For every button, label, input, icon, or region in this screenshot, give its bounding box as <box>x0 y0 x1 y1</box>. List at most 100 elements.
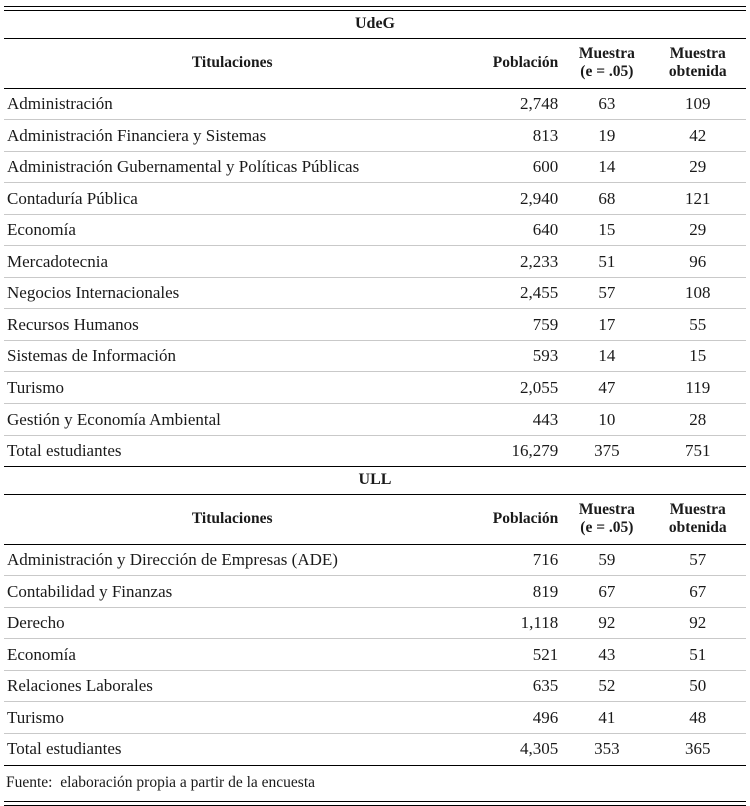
udeg-table-title: UdeG <box>4 11 746 39</box>
row-value: 593 <box>460 340 565 373</box>
row-value: 51 <box>564 245 650 278</box>
source-note: Fuente: elaboración propia a partir de l… <box>6 773 316 791</box>
row-label: Total estudiantes <box>4 733 461 766</box>
row-value: 96 <box>649 245 746 278</box>
row-value: 10 <box>564 403 650 436</box>
row-value: 63 <box>564 88 650 121</box>
row-value: 28 <box>649 403 746 436</box>
row-value: 42 <box>649 119 746 152</box>
row-label: Turismo <box>4 371 461 405</box>
column-header-muestra: Muestra (e = .05) <box>564 38 650 89</box>
row-value: 17 <box>564 308 650 341</box>
udeg-table-head: UdeG Titulaciones Población Muestra (e = … <box>4 11 746 89</box>
table-row: Contabilidad y Finanzas 819 67 67 <box>4 575 746 608</box>
row-value: 43 <box>564 638 650 671</box>
column-header-muestra: Muestra (e = .05) <box>564 494 650 545</box>
row-value: 365 <box>649 733 746 766</box>
row-value: 353 <box>564 733 650 766</box>
row-label: Economía <box>4 638 461 671</box>
udeg-table: UdeG Titulaciones Población Muestra (e = … <box>4 11 746 468</box>
row-value: 119 <box>649 371 746 405</box>
row-value: 16,279 <box>460 435 565 468</box>
row-value: 68 <box>564 182 650 215</box>
table-row: Administración Financiera y Sistemas 813 1… <box>4 119 746 152</box>
row-value: 496 <box>460 701 565 734</box>
table-row: Relaciones Laborales 635 52 50 <box>4 670 746 703</box>
row-label: Negocios Internacionales <box>4 277 461 310</box>
column-header-muestra-obtenida: Muestra obtenida <box>649 494 746 545</box>
header-line-1: Muestra <box>578 501 635 519</box>
row-value: 4,305 <box>460 733 565 766</box>
row-value: 52 <box>564 670 650 703</box>
column-header-poblacion: Población <box>460 38 565 89</box>
ull-title-row: ULL <box>4 467 746 496</box>
row-value: 600 <box>460 151 565 184</box>
row-value: 2,455 <box>460 277 565 310</box>
row-label: Administración Financiera y Sistemas <box>4 119 461 152</box>
bottom-double-rule <box>4 800 746 806</box>
column-header-poblacion: Población <box>460 494 565 545</box>
row-value: 640 <box>460 214 565 247</box>
ull-header-row: Titulaciones Población Muestra (e = .05) … <box>4 494 746 545</box>
table-row: Mercadotecnia 2,233 51 96 <box>4 245 746 278</box>
udeg-title-row: UdeG <box>4 11 746 39</box>
row-value: 67 <box>564 575 650 608</box>
table-row: Economía 640 15 29 <box>4 214 746 247</box>
row-label: Contaduría Pública <box>4 182 461 215</box>
row-value: 92 <box>649 607 746 640</box>
row-label: Turismo <box>4 701 461 734</box>
row-value: 15 <box>564 214 650 247</box>
row-label: Mercadotecnia <box>4 245 461 278</box>
table-row: Turismo 496 41 48 <box>4 701 746 734</box>
row-value: 14 <box>564 151 650 184</box>
row-value: 2,748 <box>460 88 565 121</box>
row-value: 2,940 <box>460 182 565 215</box>
row-value: 759 <box>460 308 565 341</box>
row-value: 2,055 <box>460 371 565 405</box>
header-line-2: obtenida <box>668 519 727 537</box>
row-value: 41 <box>564 701 650 734</box>
ull-table-body: Administración y Dirección de Empresas (… <box>4 544 746 766</box>
column-header-muestra-obtenida: Muestra obtenida <box>649 38 746 89</box>
table-row: Recursos Humanos 759 17 55 <box>4 308 746 341</box>
row-value: 57 <box>564 277 650 310</box>
row-value: 819 <box>460 575 565 608</box>
header-line-2: (e = .05) <box>580 63 634 81</box>
row-value: 48 <box>649 701 746 734</box>
row-label: Contabilidad y Finanzas <box>4 575 461 608</box>
table-row: Contaduría Pública 2,940 68 121 <box>4 182 746 215</box>
row-value: 375 <box>564 435 650 468</box>
row-value: 29 <box>649 214 746 247</box>
ull-table: ULL Titulaciones Población Muestra (e = .… <box>4 467 746 766</box>
row-label: Administración <box>4 88 461 121</box>
table-row: Turismo 2,055 47 119 <box>4 371 746 405</box>
table-row: Economía 521 43 51 <box>4 638 746 671</box>
udeg-table-body: Administración 2,748 63 109 Administración F… <box>4 88 746 468</box>
row-value: 121 <box>649 182 746 215</box>
row-value: 57 <box>649 544 746 577</box>
row-value: 813 <box>460 119 565 152</box>
total-row: Total estudiantes 4,305 353 365 <box>4 733 746 766</box>
column-header-titulaciones: Titulaciones <box>4 494 461 545</box>
ull-table-title: ULL <box>4 467 746 496</box>
top-double-rule <box>4 6 746 11</box>
row-label: Administración Gubernamental y Políticas… <box>4 151 461 184</box>
row-value: 108 <box>649 277 746 310</box>
row-value: 1,118 <box>460 607 565 640</box>
table-row: Negocios Internacionales 2,455 57 108 <box>4 277 746 310</box>
row-value: 716 <box>460 544 565 577</box>
ull-table-head: ULL Titulaciones Población Muestra (e = .… <box>4 467 746 545</box>
row-label: Derecho <box>4 607 461 640</box>
table-row: Administración y Dirección de Empresas (… <box>4 544 746 577</box>
row-value: 14 <box>564 340 650 373</box>
row-label: Economía <box>4 214 461 247</box>
header-line-2: obtenida <box>668 63 727 81</box>
table-row: Sistemas de Información 593 14 15 <box>4 340 746 373</box>
row-value: 29 <box>649 151 746 184</box>
row-label: Administración y Dirección de Empresas (… <box>4 544 461 577</box>
header-line-2: (e = .05) <box>580 519 634 537</box>
row-label: Sistemas de Información <box>4 340 461 373</box>
header-line-1: Muestra <box>669 45 726 62</box>
row-label: Gestión y Economía Ambiental <box>4 403 461 436</box>
